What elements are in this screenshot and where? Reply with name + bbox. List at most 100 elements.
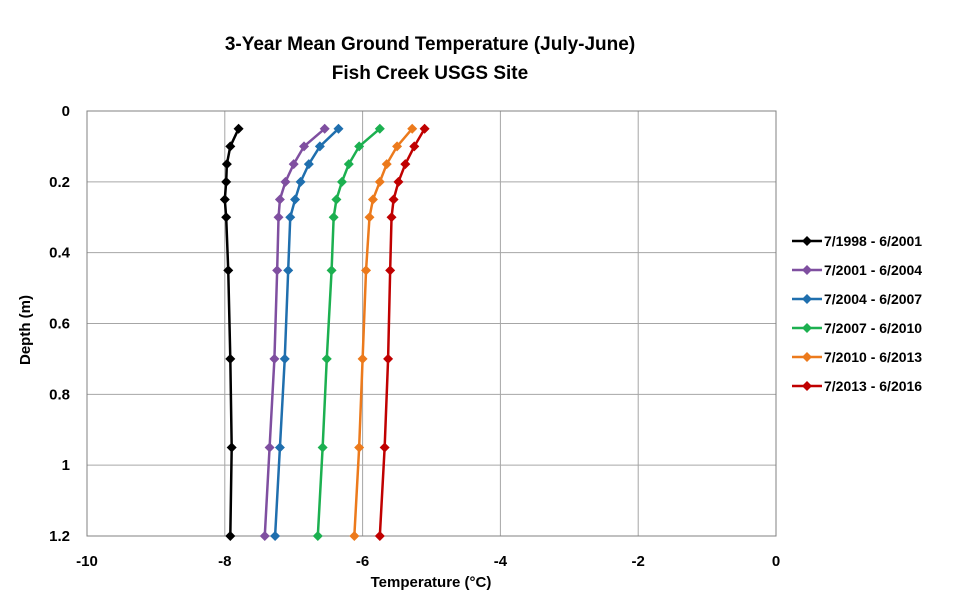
chart-subtitle: Fish Creek USGS Site	[332, 63, 528, 84]
data-point	[333, 123, 344, 134]
data-point	[328, 212, 339, 223]
data-point	[280, 176, 291, 187]
x-tick-label: -4	[494, 553, 508, 570]
data-point	[354, 141, 365, 152]
data-point	[379, 442, 390, 453]
legend-label: 7/2001 - 6/2004	[824, 262, 922, 278]
data-point	[221, 176, 232, 187]
data-point	[274, 442, 285, 453]
data-point	[314, 141, 325, 152]
data-point	[367, 194, 378, 205]
data-point	[303, 159, 314, 170]
data-point	[285, 212, 296, 223]
y-tick-label: 0.4	[49, 245, 71, 262]
data-point	[385, 265, 396, 276]
series-line	[378, 128, 426, 537]
data-point	[374, 531, 385, 541]
x-tick-label: -6	[356, 553, 369, 570]
series-line	[273, 127, 340, 537]
legend-label: 7/1998 - 6/2001	[824, 233, 922, 249]
x-tick-label: -2	[632, 553, 645, 570]
data-point	[270, 531, 281, 541]
data-point	[233, 123, 244, 134]
series-7-2001-6-2004	[259, 123, 330, 541]
data-point	[219, 194, 230, 205]
data-point	[273, 212, 284, 223]
legend-item: 7/2007 - 6/2010	[792, 320, 922, 336]
data-point	[381, 159, 392, 170]
data-point	[226, 442, 237, 453]
y-axis-label: Depth (m)	[17, 295, 34, 365]
data-point	[326, 265, 337, 276]
legend-marker	[802, 323, 812, 333]
data-point	[349, 531, 360, 541]
legend-item: 7/1998 - 6/2001	[792, 233, 922, 249]
data-point	[259, 531, 270, 541]
data-point	[357, 353, 368, 364]
y-tick-label: 0.6	[49, 316, 70, 333]
legend-marker	[802, 352, 812, 362]
axis-ticks: 0 0.2 0.4 0.6 0.8 1 1.2 -10 -8 -6 -4 -2 0	[49, 103, 780, 570]
y-tick-label: 0.2	[49, 174, 70, 191]
legend-marker	[802, 381, 812, 391]
data-point	[336, 176, 347, 187]
data-point	[269, 353, 280, 364]
series-7-1998-6-2001	[219, 123, 244, 541]
data-point	[225, 353, 236, 364]
data-point	[374, 176, 385, 187]
data-point	[221, 212, 232, 223]
data-point	[419, 123, 430, 134]
data-point	[317, 442, 328, 453]
data-point	[223, 265, 234, 276]
x-tick-label: -10	[76, 553, 98, 570]
data-point	[279, 353, 290, 364]
series-line	[316, 127, 381, 537]
data-point	[354, 442, 365, 453]
series-line	[223, 128, 240, 537]
x-tick-label: -8	[218, 553, 231, 570]
data-point	[374, 123, 385, 134]
data-point	[264, 442, 275, 453]
y-tick-label: 0	[62, 103, 70, 120]
data-point	[393, 176, 404, 187]
data-point	[225, 531, 236, 541]
legend-marker	[802, 294, 812, 304]
data-point	[392, 141, 403, 152]
data-point	[400, 159, 411, 170]
legend-item: 7/2004 - 6/2007	[792, 291, 922, 307]
series-line	[353, 127, 414, 537]
data-point	[225, 141, 236, 152]
series-line	[263, 127, 326, 537]
data-point	[299, 141, 310, 152]
legend-label: 7/2013 - 6/2016	[824, 378, 922, 394]
series-lines	[219, 123, 430, 541]
legend-label: 7/2004 - 6/2007	[824, 291, 922, 307]
series-7-2010-6-2013	[349, 123, 418, 541]
data-point	[383, 353, 394, 364]
legend-item: 7/2001 - 6/2004	[792, 262, 922, 278]
data-point	[331, 194, 342, 205]
data-point	[295, 176, 306, 187]
legend-marker	[802, 236, 812, 246]
data-point	[361, 265, 372, 276]
gridlines	[86, 110, 777, 537]
data-point	[290, 194, 301, 205]
series-7-2007-6-2010	[312, 123, 385, 541]
legend-marker	[802, 265, 812, 275]
legend: 7/1998 - 6/2001 7/2001 - 6/2004 7/2004 - 6…	[792, 233, 922, 394]
data-point	[407, 123, 418, 134]
data-point	[283, 265, 294, 276]
legend-item: 7/2010 - 6/2013	[792, 349, 922, 365]
series-7-2004-6-2007	[270, 123, 344, 541]
data-point	[288, 159, 299, 170]
x-tick-label: 0	[772, 553, 780, 570]
y-tick-label: 1.2	[49, 528, 70, 545]
y-tick-label: 0.8	[49, 386, 70, 403]
legend-label: 7/2007 - 6/2010	[824, 320, 922, 336]
data-point	[274, 194, 285, 205]
data-point	[388, 194, 399, 205]
chart-title: 3-Year Mean Ground Temperature (July-Jun…	[225, 34, 635, 55]
data-point	[409, 141, 420, 152]
x-axis-label: Temperature (°C)	[371, 574, 492, 591]
